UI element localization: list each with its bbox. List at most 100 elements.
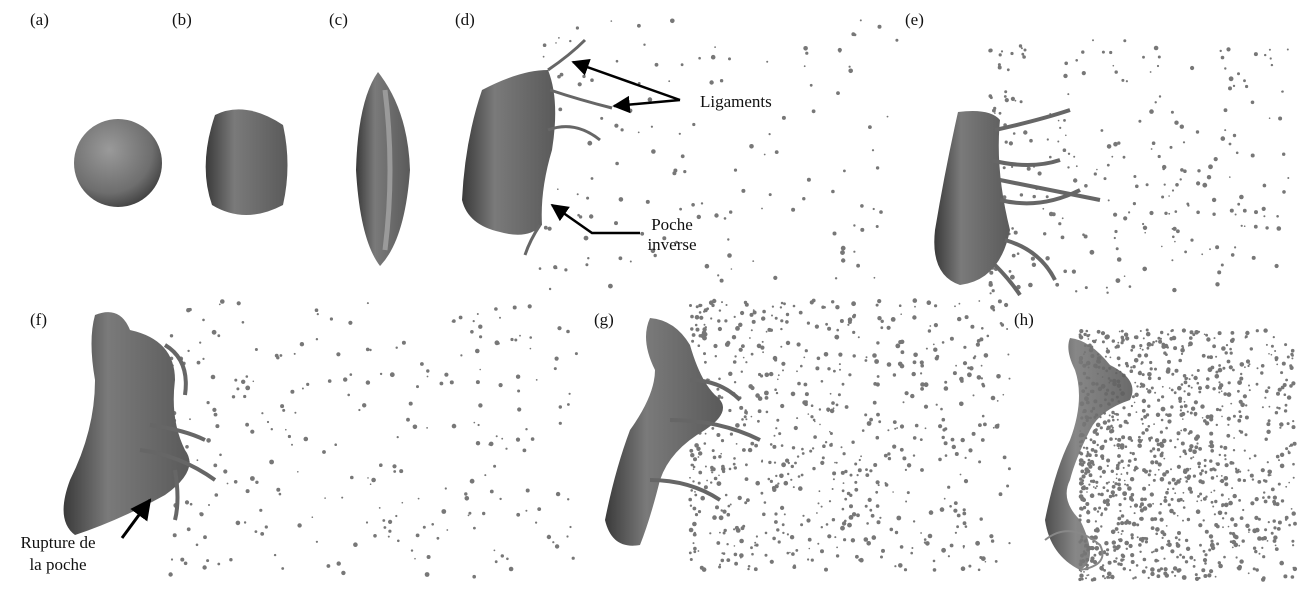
droplet <box>1221 390 1223 392</box>
droplet <box>1150 572 1154 576</box>
droplet <box>1134 382 1136 384</box>
droplet <box>1193 565 1196 568</box>
droplet <box>1287 177 1289 179</box>
arrow <box>573 62 680 100</box>
droplet <box>1149 470 1152 473</box>
droplet <box>745 361 747 363</box>
droplet <box>1157 569 1161 573</box>
droplet <box>791 392 796 397</box>
droplet <box>1282 362 1286 366</box>
droplet <box>1196 442 1198 444</box>
droplet <box>1288 524 1291 527</box>
droplet <box>1144 498 1147 501</box>
droplet <box>1130 349 1133 352</box>
droplet <box>1117 438 1121 442</box>
droplet <box>1229 348 1232 351</box>
page: {"panels": [{"label": "(a)"}, {"label": … <box>0 0 1301 585</box>
droplet <box>1165 353 1168 356</box>
droplet <box>1160 503 1162 505</box>
droplet <box>1255 528 1260 533</box>
droplet <box>1004 303 1008 307</box>
droplet <box>1264 528 1267 531</box>
droplet <box>1093 430 1097 434</box>
droplet <box>834 536 836 538</box>
droplet <box>1240 373 1242 375</box>
droplet <box>1169 439 1172 442</box>
droplet <box>274 554 276 556</box>
droplet <box>1151 148 1153 150</box>
droplet <box>699 334 702 337</box>
droplet <box>1264 500 1268 504</box>
droplet <box>1275 358 1278 361</box>
droplet <box>745 477 749 481</box>
droplet <box>1199 544 1202 547</box>
droplet <box>798 475 801 478</box>
droplet <box>1082 474 1086 478</box>
droplet <box>1100 514 1103 517</box>
droplet <box>211 375 216 380</box>
droplet <box>733 360 737 364</box>
droplet <box>716 388 719 391</box>
droplet <box>803 46 808 51</box>
droplet <box>1100 426 1103 429</box>
droplet <box>689 477 691 479</box>
droplet <box>709 300 714 305</box>
droplet <box>1171 111 1174 114</box>
droplet <box>1250 347 1253 350</box>
droplet <box>1027 167 1031 171</box>
droplet <box>1106 482 1109 485</box>
droplet <box>721 559 725 563</box>
droplet <box>1100 476 1102 478</box>
droplet <box>712 515 717 520</box>
droplet <box>668 80 670 82</box>
droplet <box>619 197 624 202</box>
droplet <box>1115 70 1118 73</box>
droplet <box>1209 534 1213 538</box>
droplet <box>1184 401 1186 403</box>
droplet <box>769 133 771 135</box>
droplet <box>1194 445 1198 449</box>
droplet <box>1123 497 1126 500</box>
droplet <box>646 200 650 204</box>
droplet <box>450 380 454 384</box>
droplet <box>895 531 898 534</box>
droplet <box>1142 223 1144 225</box>
droplet <box>1147 504 1150 507</box>
droplet <box>638 132 640 134</box>
droplet <box>1059 127 1061 129</box>
droplet <box>952 445 956 449</box>
droplet <box>1119 503 1122 506</box>
droplet <box>1227 424 1229 426</box>
droplet <box>689 528 694 533</box>
droplet <box>1140 386 1142 388</box>
droplet <box>589 214 593 218</box>
droplet <box>1244 366 1246 368</box>
droplet <box>950 337 954 341</box>
droplet <box>1214 337 1216 339</box>
droplet <box>995 560 998 563</box>
droplet <box>1197 382 1200 385</box>
droplet <box>1183 492 1185 494</box>
droplet <box>1083 333 1086 336</box>
droplet <box>362 403 366 407</box>
droplet <box>920 387 924 391</box>
droplet <box>824 352 829 357</box>
droplet <box>1101 445 1104 448</box>
droplet <box>255 348 258 351</box>
droplet <box>246 375 249 378</box>
droplet <box>1209 417 1213 421</box>
droplet <box>220 299 225 304</box>
droplet <box>1096 485 1098 487</box>
droplet <box>366 348 370 352</box>
droplet <box>1184 251 1187 254</box>
droplet <box>1123 39 1126 42</box>
droplet <box>1237 380 1242 385</box>
droplet <box>1211 366 1215 370</box>
droplet <box>1271 64 1273 66</box>
droplet <box>199 342 201 344</box>
droplet <box>212 330 217 335</box>
droplet <box>1255 497 1259 501</box>
droplet <box>1216 525 1220 529</box>
droplet <box>742 448 746 452</box>
droplet <box>1233 415 1236 418</box>
